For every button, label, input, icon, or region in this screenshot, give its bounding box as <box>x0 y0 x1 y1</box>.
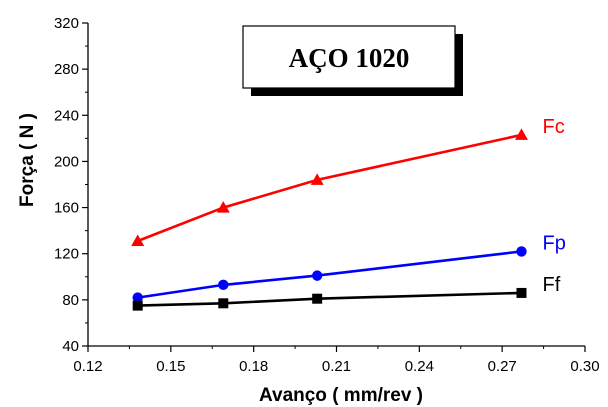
x-tick-label: 0.18 <box>239 358 268 375</box>
data-point <box>132 300 143 311</box>
series-label-ff: Ff <box>542 274 560 296</box>
y-axis-label: Força ( N ) <box>17 113 38 207</box>
x-tick-label: 0.21 <box>322 358 351 375</box>
x-tick-label: 0.15 <box>156 358 185 375</box>
x-tick-label: 0.27 <box>488 358 517 375</box>
data-point <box>131 234 145 247</box>
y-tick-label: 40 <box>62 338 79 355</box>
y-tick-label: 280 <box>54 61 79 78</box>
y-tick-label: 80 <box>62 292 79 309</box>
series-line-fp <box>137 250 522 299</box>
chart-title-box: AÇO 1020 <box>242 25 463 96</box>
data-point <box>132 292 143 303</box>
data-point <box>311 270 323 281</box>
data-point <box>218 298 229 309</box>
x-tick-label: 0.30 <box>570 358 599 375</box>
x-tick-label: 0.12 <box>73 358 102 375</box>
y-tick-label: 240 <box>54 107 79 124</box>
series-label-fp: Fp <box>542 232 565 254</box>
y-tick-label: 200 <box>54 153 79 170</box>
chart-title: AÇO 1020 <box>289 43 410 73</box>
series-fp: Fp <box>132 232 566 303</box>
data-point <box>310 173 324 185</box>
series-line-fc <box>137 133 522 243</box>
y-tick-label: 320 <box>54 15 79 32</box>
series-line-ff <box>137 291 522 307</box>
data-point <box>516 246 527 257</box>
chart-series: Fc Fp Ff <box>131 116 566 311</box>
x-axis-label: Avanço ( mm/rev ) <box>259 385 423 406</box>
data-point <box>516 287 527 298</box>
title-box-frame <box>242 25 456 89</box>
chart-ticks: 0.12 0.15 0.18 0.21 0.24 0.27 0.30 40 80 120 160 20… <box>54 15 600 375</box>
data-point <box>312 293 323 304</box>
data-point <box>216 201 230 213</box>
series-label-fc: Fc <box>542 116 564 138</box>
data-point <box>514 128 528 140</box>
y-tick-label: 160 <box>54 200 79 217</box>
x-tick-label: 0.24 <box>405 358 434 375</box>
series-ff: Ff <box>132 274 561 311</box>
data-point <box>218 279 229 291</box>
series-fc: Fc <box>131 116 565 247</box>
y-tick-label: 120 <box>54 246 79 263</box>
